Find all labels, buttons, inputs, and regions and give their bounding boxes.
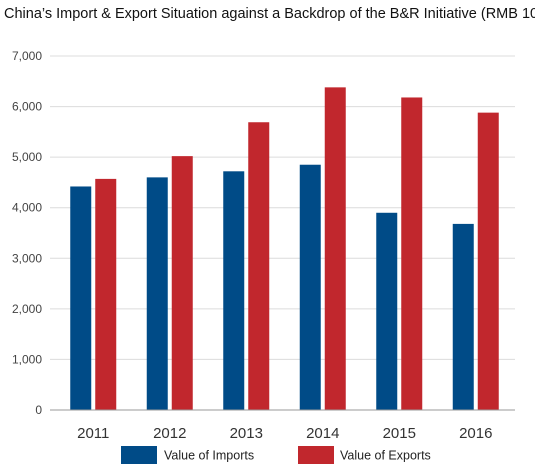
x-tick-label: 2014 [306,425,339,442]
y-tick-label: 0 [35,403,42,417]
y-axis-tick-labels: 0 1,000 2,000 3,000 4,000 5,000 6,000 7,000 [12,49,42,417]
chart-title: China’s Import & Export Situation agains… [4,6,535,22]
x-tick-label: 2013 [230,425,263,442]
y-tick-label: 5,000 [12,150,42,164]
bar-imports-2015 [376,212,398,410]
y-tick-label: 7,000 [12,49,42,63]
x-tick-label: 2012 [153,425,186,442]
y-tick-label: 1,000 [12,352,42,366]
bar-exports-2016 [477,112,499,410]
y-tick-label: 2,000 [12,302,42,316]
bar-exports-2015 [401,97,423,411]
legend-swatch [298,446,334,464]
legend: Value of Imports Value of Exports [121,446,431,464]
bar-imports-2014 [299,164,321,410]
bar-exports-2012 [171,156,193,410]
legend-label: Value of Exports [340,449,431,463]
bar-exports-2011 [95,178,117,410]
x-axis-tick-labels: 2011 2012 2013 2014 2015 2016 [77,425,492,442]
bar-imports-2012 [146,177,168,410]
grid-lines [50,55,515,360]
y-tick-label: 4,000 [12,201,42,215]
legend-label: Value of Imports [164,449,254,463]
bar-exports-2013 [248,122,270,411]
bar-imports-2011 [70,186,92,410]
legend-swatch [121,446,157,464]
bars [70,87,499,411]
x-tick-label: 2016 [459,425,492,442]
y-tick-label: 3,000 [12,251,42,265]
y-tick-label: 6,000 [12,100,42,114]
bar-imports-2016 [452,223,474,410]
bar-exports-2014 [324,87,346,411]
x-tick-label: 2015 [383,425,416,442]
bar-imports-2013 [223,171,245,410]
x-tick-label: 2011 [77,425,109,442]
